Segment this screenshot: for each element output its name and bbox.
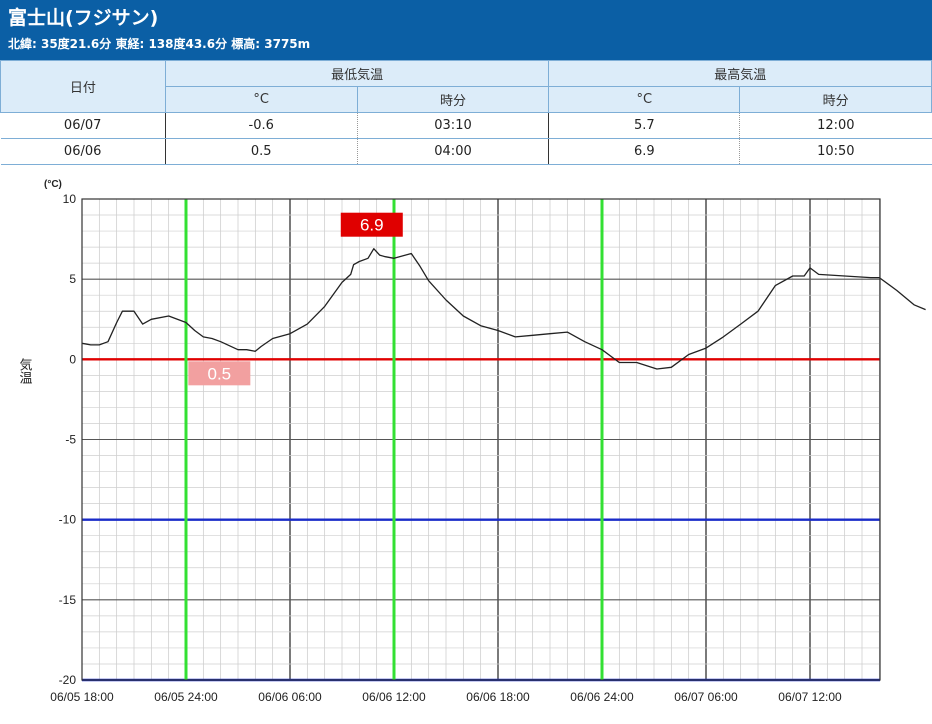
min-time-header: 時分	[356, 86, 550, 113]
row-min-temp: -0.6	[164, 112, 358, 139]
x-tick-label: 06/07 12:00	[778, 690, 842, 704]
y-axis-label: 気温	[18, 357, 33, 384]
row-max-temp: 6.9	[548, 138, 740, 165]
row-max-time: 10:50	[739, 138, 932, 165]
y-axis-unit: (°C)	[44, 179, 62, 190]
table-row: 06/06 0.5 04:00 6.9 10:50	[0, 138, 932, 165]
x-tick-label: 06/06 24:00	[570, 690, 634, 704]
y-tick-label: -15	[59, 593, 77, 607]
row-min-temp: 0.5	[164, 138, 358, 165]
row-date: 06/07	[0, 112, 166, 139]
table-row: 06/07 -0.6 03:10 5.7 12:00	[0, 112, 932, 139]
station-header: 富士山(フジサン) 北緯: 35度21.6分 東経: 138度43.6分 標高:…	[0, 0, 932, 60]
row-min-time: 03:10	[356, 112, 549, 139]
x-tick-label: 06/05 18:00	[50, 690, 114, 704]
station-title: 富士山(フジサン)	[8, 7, 159, 29]
max-unit-header: °C	[548, 86, 741, 113]
y-tick-label: 10	[63, 192, 77, 206]
min-unit-header: °C	[164, 86, 358, 113]
x-tick-label: 06/06 18:00	[466, 690, 530, 704]
temperature-chart-svg: 10 5 0 -5 -10 -15 -20 06/05 18:00 06/05 24:00 06/…	[18, 179, 926, 704]
x-tick-label: 06/06 12:00	[362, 690, 426, 704]
annotation-label: 0.5	[208, 364, 232, 383]
x-tick-label: 06/06 06:00	[258, 690, 322, 704]
max-time-header: 時分	[739, 86, 932, 113]
max-temp-group-header: 最高気温	[548, 60, 932, 87]
y-tick-label: -10	[59, 513, 77, 527]
row-max-temp: 5.7	[548, 112, 740, 139]
temperature-chart: 10 5 0 -5 -10 -15 -20 06/05 18:00 06/05 24:00 06/…	[0, 170, 932, 724]
row-min-time: 04:00	[356, 138, 549, 165]
annotation-label: 6.9	[360, 216, 384, 235]
y-tick-label: -20	[59, 673, 77, 687]
row-max-time: 12:00	[739, 112, 932, 139]
row-date: 06/06	[0, 138, 166, 165]
min-temp-group-header: 最低気温	[164, 60, 550, 87]
temperature-summary-table: 日付 最低気温 最高気温 °C 時分 °C 時分 06/07 -0.6 03:1…	[0, 60, 932, 165]
date-column-header: 日付	[0, 60, 166, 113]
y-tick-label: -5	[65, 433, 76, 447]
plot-frame	[81, 198, 881, 681]
annotation-box	[188, 361, 251, 386]
y-tick-label: 5	[69, 272, 76, 286]
annotation-box	[340, 212, 403, 237]
x-tick-label: 06/05 24:00	[154, 690, 218, 704]
y-tick-label: 0	[69, 352, 76, 366]
x-tick-label: 06/07 06:00	[674, 690, 738, 704]
station-location: 北緯: 35度21.6分 東経: 138度43.6分 標高: 3775m	[8, 37, 311, 51]
temperature-series-line	[81, 248, 926, 370]
